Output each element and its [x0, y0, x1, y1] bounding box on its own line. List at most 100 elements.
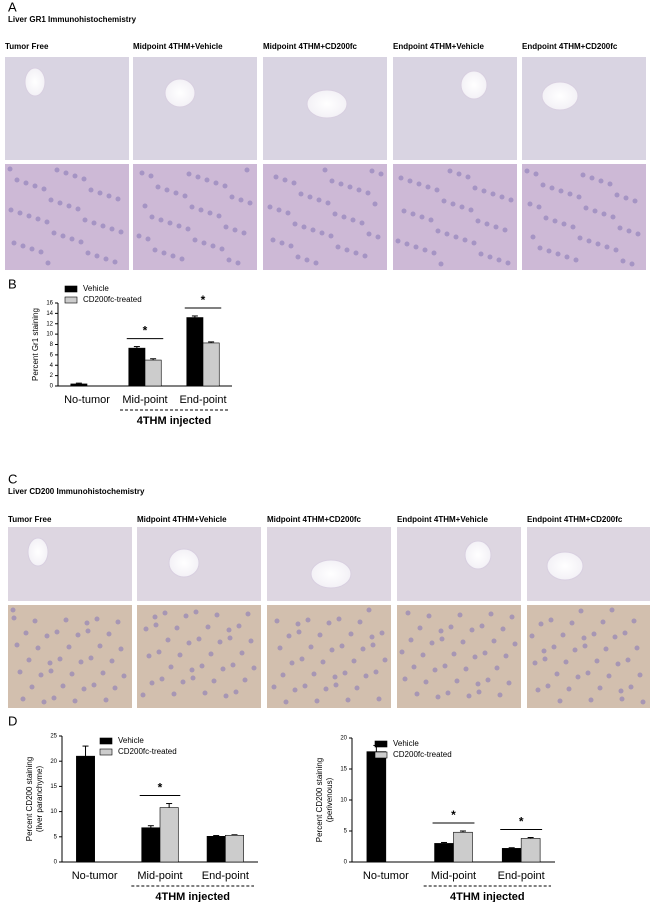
cell — [320, 659, 326, 665]
cell — [162, 610, 168, 616]
cell — [288, 243, 294, 249]
cell — [462, 237, 468, 243]
y-tick-label: 6 — [50, 352, 54, 358]
cell — [442, 663, 448, 669]
cell — [541, 648, 547, 654]
cell — [152, 614, 158, 620]
cell — [20, 243, 26, 249]
cell — [121, 673, 127, 679]
cell — [537, 245, 543, 251]
cell — [205, 624, 211, 630]
cell — [75, 632, 81, 638]
cell — [588, 697, 594, 703]
y-axis-label: Percent Gr1 staining — [31, 308, 40, 381]
cell — [106, 193, 112, 199]
cell — [583, 205, 589, 211]
section-title: Liver CD200 Immunohistochemistry — [8, 487, 145, 496]
x-tick-label: End-point — [202, 870, 249, 882]
cell — [229, 194, 235, 200]
y-tick-label: 10 — [46, 332, 53, 338]
cell — [60, 233, 66, 239]
cell — [236, 623, 242, 629]
cell — [145, 236, 151, 242]
cell — [222, 183, 228, 189]
legend-swatch — [64, 296, 78, 304]
cell — [350, 217, 356, 223]
column-label: Endpoint 4THM+Vehicle — [397, 515, 488, 524]
cell — [316, 197, 322, 203]
column-label: Endpoint 4THM+CD200fc — [522, 42, 618, 51]
cell — [270, 237, 276, 243]
vein — [306, 89, 348, 119]
legend-swatch — [374, 751, 388, 759]
cell — [177, 652, 183, 658]
cell — [54, 629, 60, 635]
micrograph — [397, 527, 521, 601]
group-label: 4THM injected — [137, 415, 212, 427]
cell — [366, 607, 372, 613]
cell — [428, 217, 434, 223]
cell — [41, 699, 47, 705]
cell — [216, 213, 222, 219]
cell — [239, 650, 245, 656]
cell — [626, 228, 632, 234]
cell — [195, 174, 201, 180]
cell — [26, 213, 32, 219]
cell — [23, 630, 29, 636]
cell — [395, 238, 401, 244]
cell — [554, 671, 560, 677]
cell — [199, 663, 205, 669]
cell — [148, 173, 154, 179]
cell — [529, 633, 535, 639]
cell — [35, 216, 41, 222]
cell — [468, 207, 474, 213]
cell — [100, 223, 106, 229]
cell — [247, 200, 253, 206]
cell — [363, 673, 369, 679]
cell — [416, 181, 422, 187]
legend-label: Vehicle — [118, 736, 144, 745]
section-title: Liver GR1 Immunohistochemistry — [8, 15, 137, 24]
cell — [382, 657, 388, 663]
cell — [66, 203, 72, 209]
cell — [171, 691, 177, 697]
cell — [378, 171, 384, 177]
cell — [85, 628, 91, 634]
micrograph — [267, 605, 391, 708]
cell — [348, 631, 354, 637]
cell — [472, 185, 478, 191]
cell — [208, 651, 214, 657]
cell — [44, 633, 50, 639]
cell — [500, 626, 506, 632]
cell — [60, 683, 66, 689]
x-tick-label: Mid-point — [137, 870, 182, 882]
cell — [628, 684, 634, 690]
bar — [128, 347, 146, 387]
legend-label: Vehicle — [83, 284, 109, 293]
cell — [431, 250, 437, 256]
cell — [7, 166, 13, 172]
cell — [558, 188, 564, 194]
cell — [530, 234, 536, 240]
y-tick-label: 15 — [50, 784, 57, 790]
y-axis-label: (liver paranchyme) — [35, 766, 44, 833]
cell — [20, 696, 26, 702]
cell — [26, 657, 32, 663]
cell — [48, 197, 54, 203]
cell — [538, 621, 544, 627]
cell — [173, 190, 179, 196]
y-tick-label: 0 — [50, 384, 54, 390]
cell — [109, 658, 115, 664]
cell — [497, 692, 503, 698]
cell — [176, 223, 182, 229]
cell — [201, 240, 207, 246]
cell — [454, 678, 460, 684]
cell — [11, 615, 17, 621]
micrograph — [263, 164, 387, 270]
cell — [305, 617, 311, 623]
cell — [434, 187, 440, 193]
cell — [88, 187, 94, 193]
cell — [362, 253, 368, 259]
cell — [189, 204, 195, 210]
bar — [202, 342, 220, 387]
